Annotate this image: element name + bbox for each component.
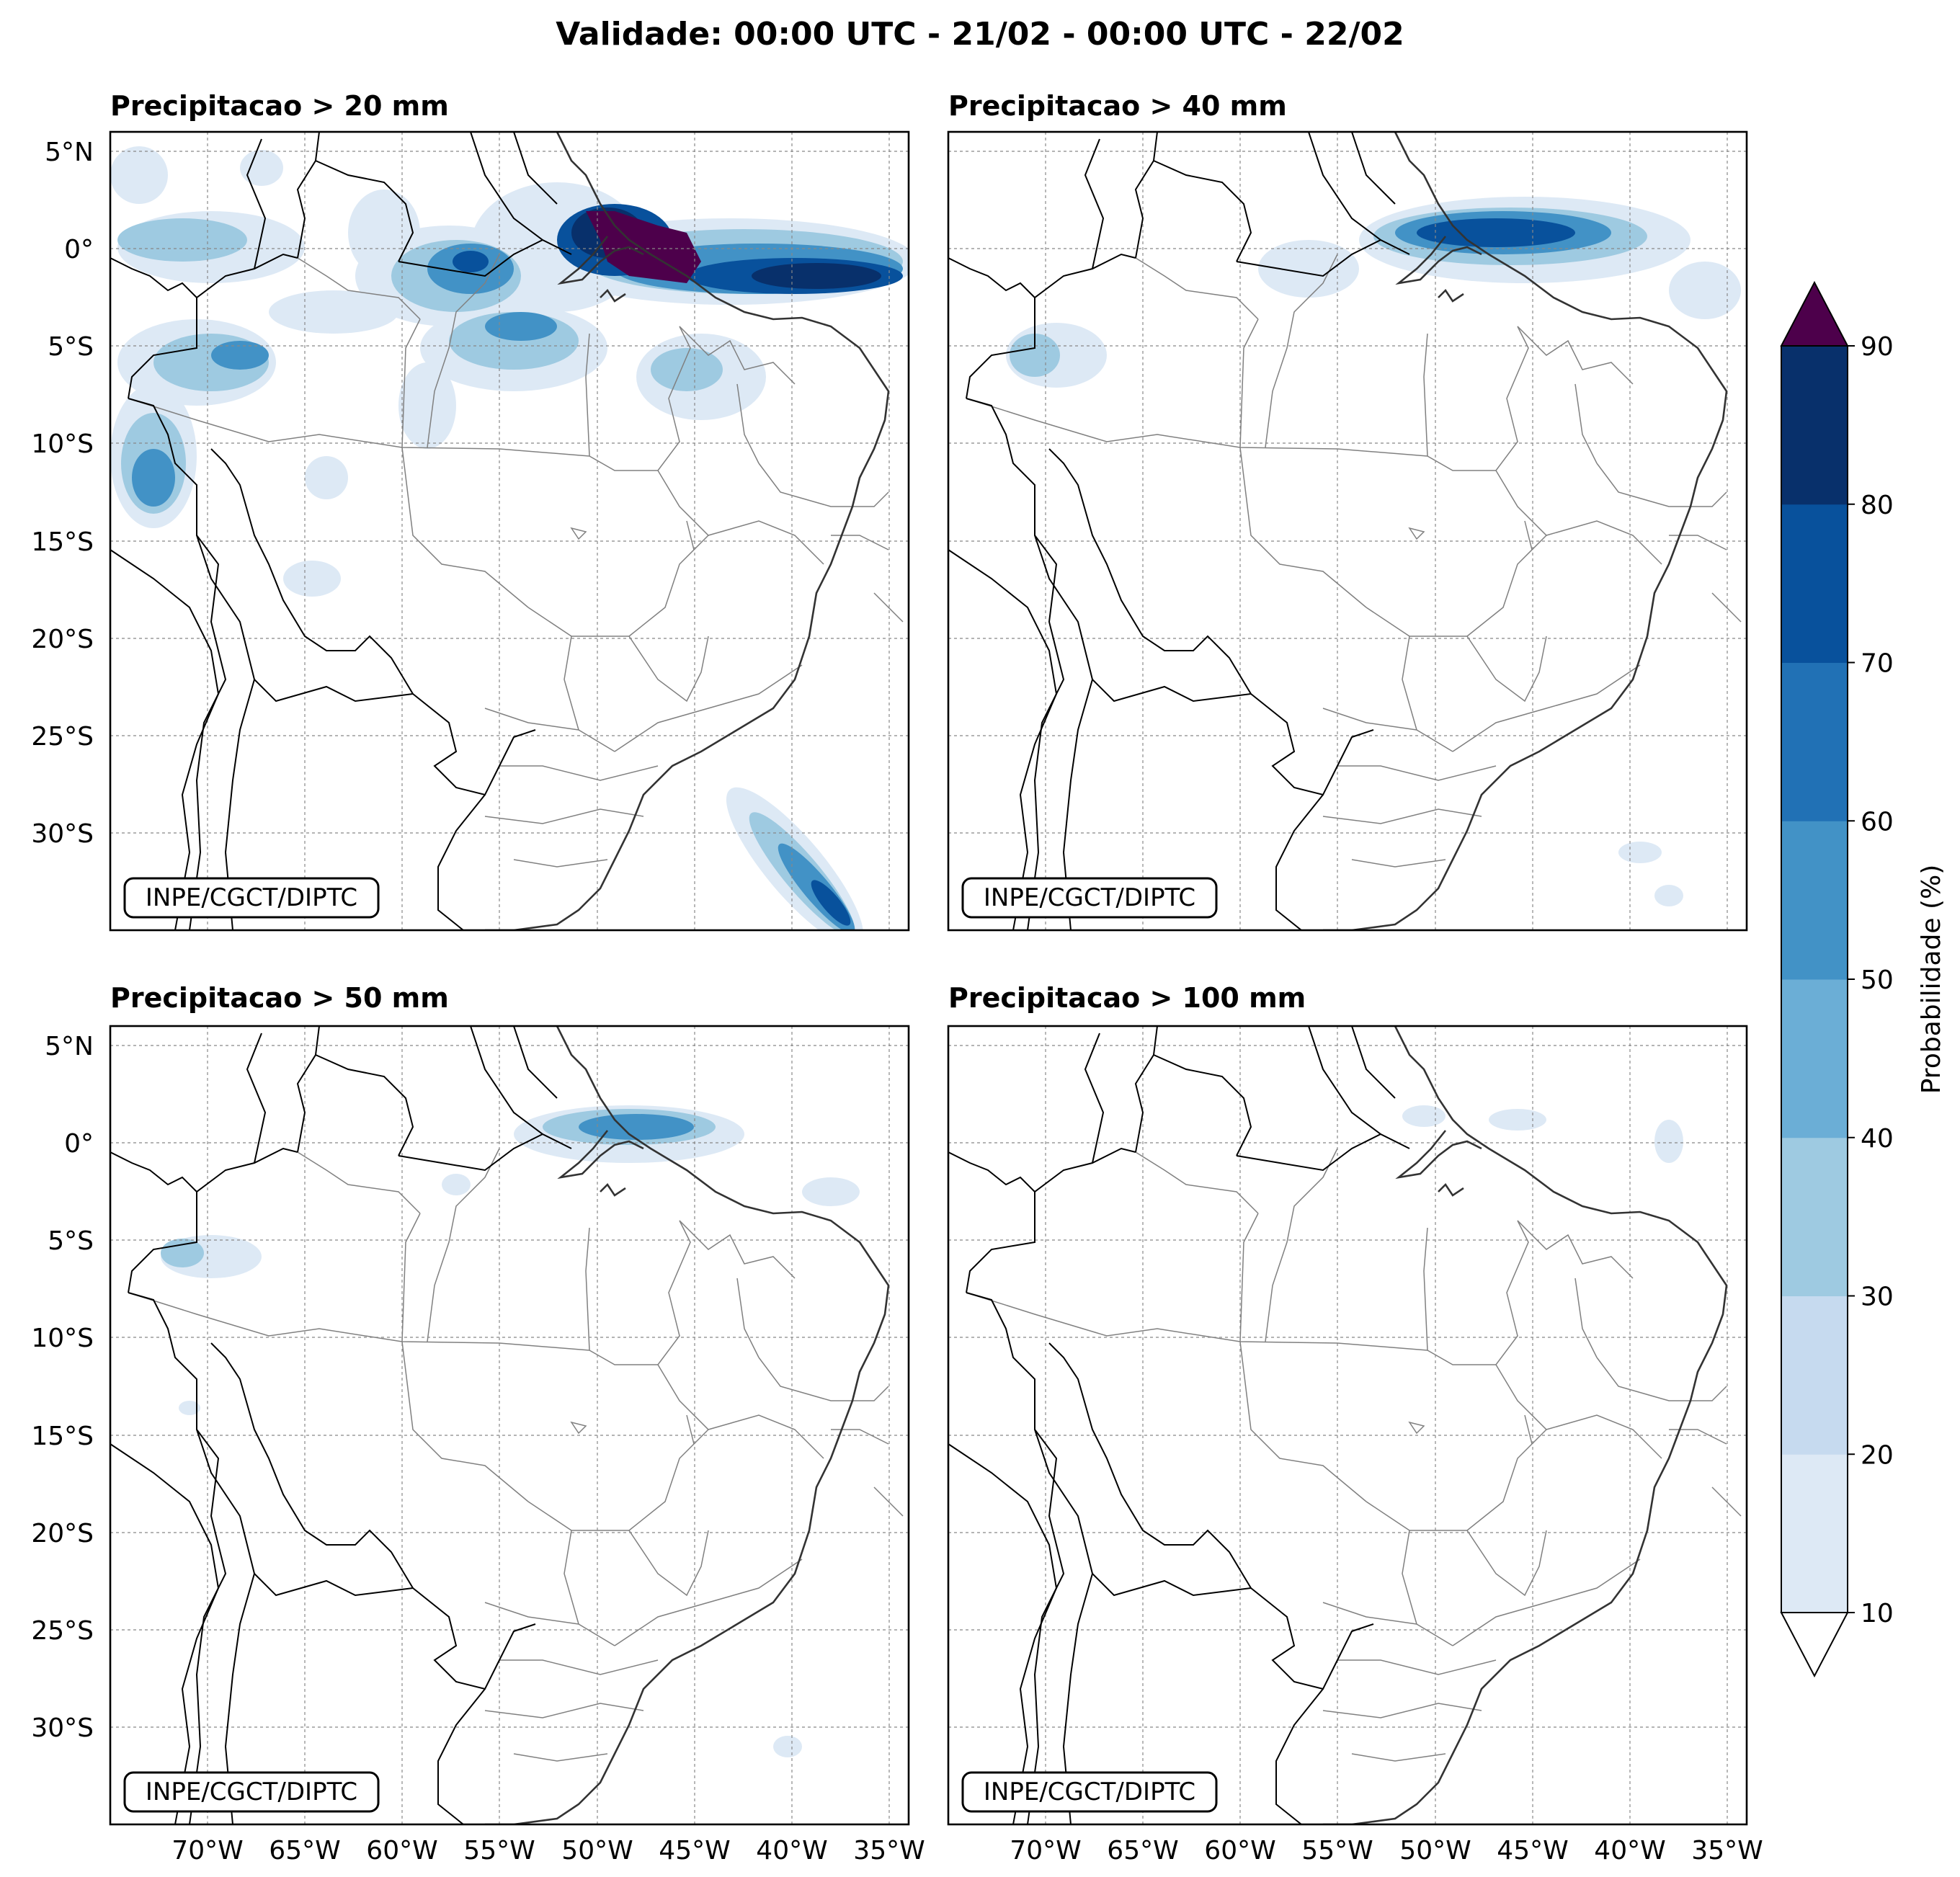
colorbar-under-arrow xyxy=(1780,1612,1849,1678)
colorbar-bin xyxy=(1781,346,1848,505)
lat-tick-label: 0° xyxy=(64,235,94,264)
colorbar-label: Probabilidade (%) xyxy=(1917,865,1946,1094)
lon-tick-label: 40°W xyxy=(1594,1836,1665,1865)
lat-tick-label: 5°S xyxy=(48,1226,94,1256)
lat-tick-label: 5°N xyxy=(45,1032,94,1061)
lat-tick-label: 10°S xyxy=(31,429,94,459)
colorbar-tick-label: 30 xyxy=(1861,1283,1894,1312)
colorbar-bin xyxy=(1781,1137,1848,1296)
lat-tick-label: 30°S xyxy=(31,819,94,849)
lon-tick-label: 65°W xyxy=(269,1836,340,1865)
lon-tick-label: 50°W xyxy=(561,1836,633,1865)
lat-tick-label: 15°S xyxy=(31,527,94,557)
colorbar-bin xyxy=(1781,662,1848,821)
lat-axis-top: 5°N 0° 5°S 10°S 15°S 20°S 25°S 30°S xyxy=(31,138,94,849)
lon-tick-label: 65°W xyxy=(1107,1836,1178,1865)
lon-axis-left: 70°W 65°W 60°W 55°W 50°W 45°W 40°W 35°W xyxy=(172,1836,925,1865)
colorbar-bin xyxy=(1781,979,1848,1138)
figure-title: Validade: 00:00 UTC - 21/02 - 00:00 UTC … xyxy=(556,16,1404,53)
panel-title: Precipitacao > 100 mm xyxy=(948,982,1306,1014)
lon-tick-label: 50°W xyxy=(1399,1836,1471,1865)
lon-tick-label: 60°W xyxy=(1204,1836,1275,1865)
lon-tick-label: 55°W xyxy=(1301,1836,1373,1865)
lat-tick-label: 25°S xyxy=(31,1616,94,1646)
colorbar-over-arrow xyxy=(1780,280,1849,347)
colorbar-tick-label: 40 xyxy=(1861,1124,1894,1154)
lat-tick-label: 20°S xyxy=(31,1519,94,1548)
colorbar-tick-label: 60 xyxy=(1861,807,1894,837)
panel-precip-100: Precipitacao > 100 mm INPE/CGCT/DIPTC xyxy=(947,982,1748,1826)
colorbar-tick-label: 80 xyxy=(1861,491,1894,520)
colorbar: 10 20 30 40 50 60 70 80 90 Probabilidade (%) xyxy=(1780,280,1946,1678)
credit-label: INPE/CGCT/DIPTC xyxy=(146,1778,357,1806)
panel-precip-40: Precipitacao > 40 mm INPE/CGCT/DIPTC xyxy=(947,90,1748,932)
panel-precip-20: Precipitacao > 20 mm INPE/CGCT/DIPTC xyxy=(109,90,910,932)
credit-label: INPE/CGCT/DIPTC xyxy=(146,883,357,912)
lon-tick-label: 40°W xyxy=(756,1836,827,1865)
colorbar-bin xyxy=(1781,821,1848,980)
lat-tick-label: 25°S xyxy=(31,722,94,752)
lat-axis-bottom: 5°N 0° 5°S 10°S 15°S 20°S 25°S 30°S xyxy=(31,1032,94,1743)
lon-tick-label: 60°W xyxy=(366,1836,437,1865)
credit-label: INPE/CGCT/DIPTC xyxy=(984,1778,1195,1806)
colorbar-tick-label: 10 xyxy=(1861,1599,1894,1628)
lat-tick-label: 5°N xyxy=(45,138,94,167)
lon-tick-label: 35°W xyxy=(1691,1836,1763,1865)
panel-precip-50: Precipitacao > 50 mm INPE/CGCT/DIPTC xyxy=(109,982,910,1826)
lat-tick-label: 10°S xyxy=(31,1324,94,1353)
colorbar-bin xyxy=(1781,1296,1848,1455)
lon-axis-right: 70°W 65°W 60°W 55°W 50°W 45°W 40°W 35°W xyxy=(1010,1836,1763,1865)
lon-tick-label: 55°W xyxy=(463,1836,535,1865)
panel-title: Precipitacao > 40 mm xyxy=(948,90,1287,122)
panel-title: Precipitacao > 20 mm xyxy=(110,90,449,122)
colorbar-tick-label: 90 xyxy=(1861,332,1894,362)
lat-tick-label: 0° xyxy=(64,1129,94,1159)
lat-tick-label: 5°S xyxy=(48,332,94,362)
colorbar-tick-label: 20 xyxy=(1861,1440,1894,1470)
colorbar-tick-label: 50 xyxy=(1861,966,1894,995)
panel-title: Precipitacao > 50 mm xyxy=(110,982,449,1014)
lon-tick-label: 35°W xyxy=(853,1836,925,1865)
lon-tick-label: 45°W xyxy=(659,1836,730,1865)
lat-tick-label: 15°S xyxy=(31,1422,94,1451)
lon-tick-label: 70°W xyxy=(1010,1836,1081,1865)
lon-tick-label: 70°W xyxy=(172,1836,243,1865)
credit-label: INPE/CGCT/DIPTC xyxy=(984,883,1195,912)
lat-tick-label: 30°S xyxy=(31,1713,94,1743)
colorbar-tick-label: 70 xyxy=(1861,649,1894,679)
lon-tick-label: 45°W xyxy=(1497,1836,1568,1865)
colorbar-bin xyxy=(1781,1454,1848,1613)
colorbar-bin xyxy=(1781,504,1848,663)
lat-tick-label: 20°S xyxy=(31,625,94,654)
